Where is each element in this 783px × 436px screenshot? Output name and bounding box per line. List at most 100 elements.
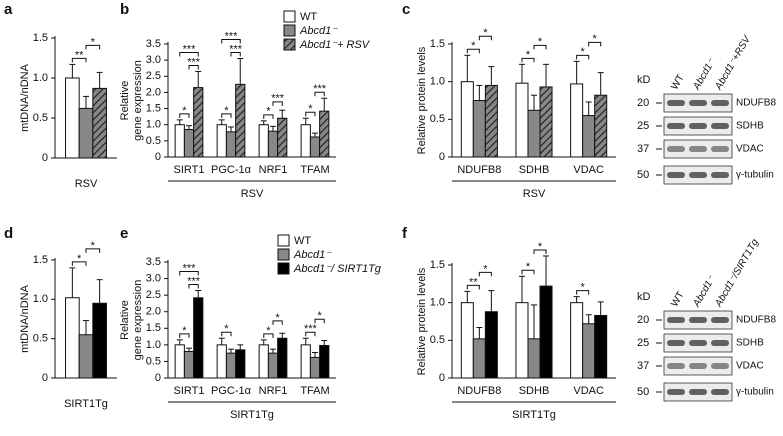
bar [472, 338, 486, 379]
legend-label: Abcd1⁻ [293, 249, 332, 261]
y-tick-label: 1.0 [430, 76, 445, 88]
y-tick-label: 2.5 [146, 70, 161, 82]
significance-bracket [533, 249, 547, 254]
bar [65, 297, 80, 379]
bar [460, 81, 474, 158]
legend-swatch [277, 234, 290, 247]
bar [472, 100, 486, 158]
kd-label: kD [637, 74, 651, 86]
significance-label: * [317, 310, 322, 322]
significance-bracket [533, 44, 547, 50]
bar [570, 83, 584, 158]
x-tick-label: TFAM [300, 385, 329, 397]
y-tick-label: 1.0 [146, 339, 161, 351]
protein-label: γ-tubulin [736, 170, 774, 181]
significance-bracket [71, 57, 87, 63]
marker-label: 50 [637, 386, 649, 398]
significance-label: *** [187, 56, 201, 68]
y-tick-label: 3.0 [146, 54, 161, 66]
panel-label: d [4, 225, 13, 242]
significance-label: * [538, 241, 543, 253]
y-tick-label: 1.5 [430, 259, 445, 271]
bar [309, 356, 321, 379]
blot-band [667, 123, 685, 129]
y-tick-label: 1.0 [33, 72, 48, 84]
marker-label: 37 [637, 360, 649, 372]
bar [319, 110, 330, 158]
significance-bracket [521, 57, 535, 63]
x-tick-label: VDAC [573, 385, 604, 397]
significance-label: * [224, 105, 229, 117]
bar [484, 311, 498, 379]
y-tick-label: 1.5 [33, 254, 48, 266]
y-tick-label: 0 [42, 152, 48, 164]
significance-bracket [221, 331, 232, 337]
significance-label: * [526, 49, 531, 61]
blot-band [711, 340, 729, 346]
significance-label: * [483, 27, 488, 39]
y-tick-label: 1.0 [430, 297, 445, 309]
protein-label: NDUFB8 [736, 315, 776, 326]
significance-bracket [314, 91, 325, 97]
bar [193, 87, 204, 158]
bar [258, 124, 269, 158]
bar [460, 302, 474, 379]
significance-label: * [224, 323, 229, 335]
significance-label: * [275, 312, 280, 324]
significance-label: *** [187, 275, 201, 287]
x-tick-label: TFAM [300, 164, 329, 176]
bar [319, 345, 330, 379]
bar [267, 130, 279, 158]
legend-swatch [277, 248, 290, 261]
blot-band [689, 123, 707, 129]
x-axis-label: RSV [75, 178, 98, 190]
significance-label: * [526, 261, 531, 273]
significance-label: * [77, 253, 82, 265]
significance-bracket [263, 114, 274, 119]
y-tick-label: 2.5 [146, 289, 161, 301]
significance-bracket [576, 290, 590, 295]
bar [174, 344, 185, 379]
significance-label: * [471, 40, 476, 52]
legend-label: Abcd1⁻/ SIRT1Tg [293, 263, 382, 275]
x-tick-label: SDHB [519, 164, 550, 176]
blot-band [711, 317, 729, 323]
legend-label: WT [300, 11, 317, 23]
significance-bracket [466, 284, 480, 290]
bar [267, 352, 279, 379]
marker-label: 25 [637, 120, 649, 132]
x-tick-label: NDUFB8 [457, 385, 501, 397]
panel-label: a [4, 1, 13, 18]
protein-label: NDUFB8 [736, 98, 776, 109]
x-axis-label: SIRT1Tg [512, 409, 556, 421]
significance-label: * [266, 325, 271, 337]
y-tick-label: 0 [155, 151, 161, 163]
significance-label: *** [183, 262, 197, 274]
significance-label: ** [469, 276, 478, 288]
bar [216, 344, 227, 379]
significance-label: *** [304, 323, 318, 335]
bar [78, 107, 94, 159]
significance-bracket [71, 261, 87, 266]
blot-band [711, 123, 729, 129]
y-tick-label: 2.0 [146, 306, 161, 318]
blot-band [667, 340, 685, 346]
protein-label: VDAC [736, 144, 764, 155]
panel-label: c [402, 1, 410, 18]
y-tick-label: 0.5 [146, 135, 161, 147]
significance-bracket [478, 271, 492, 277]
blot-band [667, 100, 685, 106]
bar [225, 131, 237, 158]
x-tick-label: PGC-1α [211, 164, 252, 176]
protein-label: SDHB [736, 338, 764, 349]
significance-bracket [85, 44, 101, 50]
lane-label: Abcd1⁻+RSV [713, 33, 754, 93]
panel-label: f [402, 225, 408, 242]
y-tick-label: 1.5 [146, 102, 161, 114]
significance-bracket [305, 331, 316, 337]
y-axis-label: gene expression [132, 280, 144, 361]
bar [92, 302, 107, 379]
marker-label: 20 [637, 97, 649, 109]
legend-swatch [283, 24, 296, 37]
bar [235, 349, 246, 379]
